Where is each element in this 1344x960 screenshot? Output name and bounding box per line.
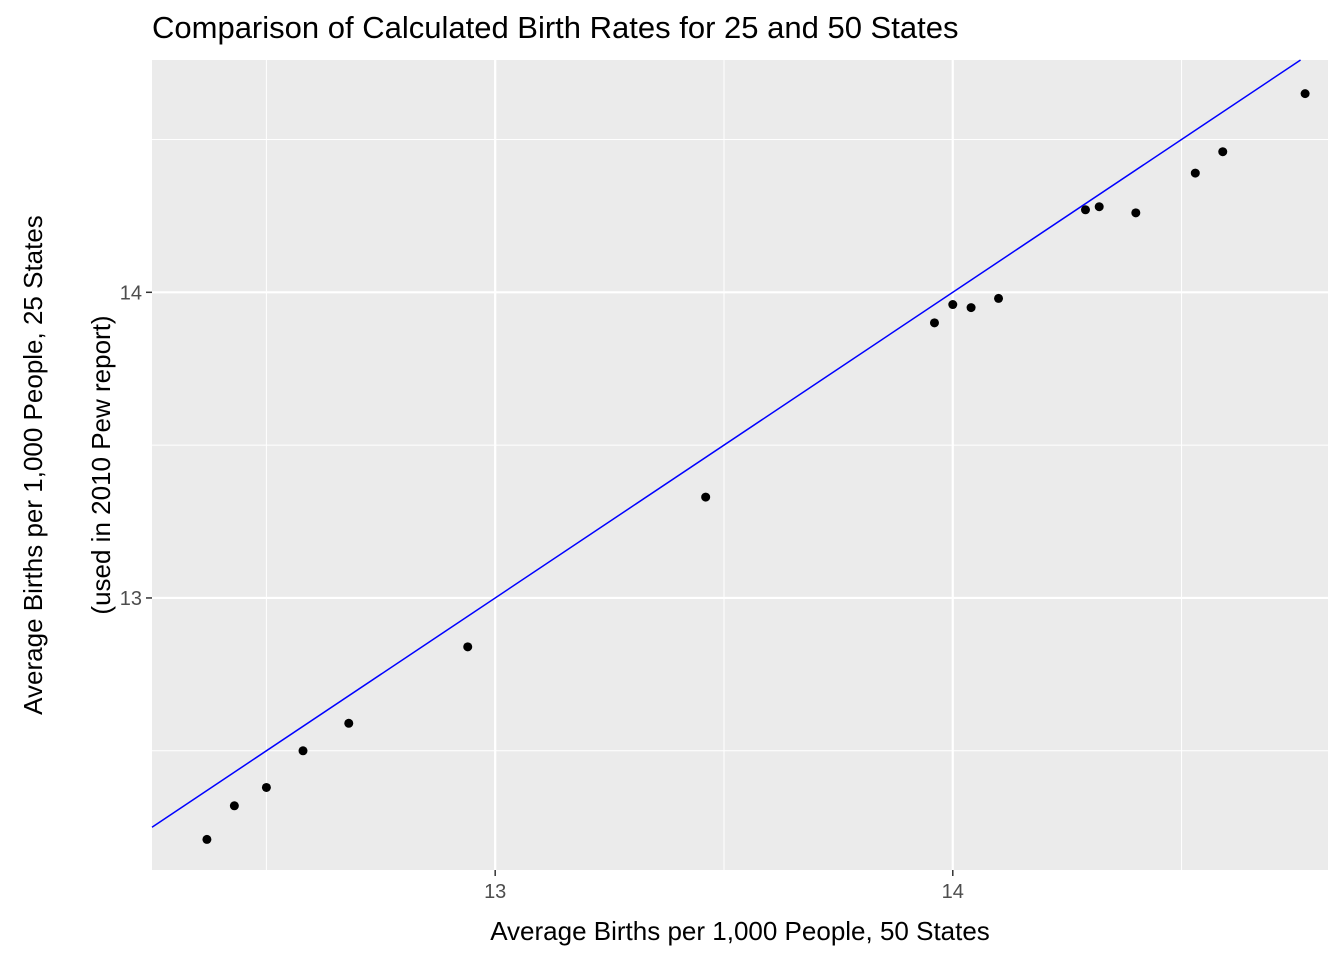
data-point — [1080, 205, 1090, 215]
data-point — [1131, 208, 1141, 218]
tick-labels: 13 14 13 14 — [120, 282, 964, 903]
major-gridlines — [152, 60, 1328, 870]
data-point — [298, 746, 308, 756]
data-point — [202, 834, 212, 844]
y-tick-label: 13 — [120, 588, 142, 610]
data-point — [344, 718, 354, 728]
data-point — [1094, 202, 1104, 212]
data-point — [1218, 147, 1228, 157]
data-point — [1190, 168, 1200, 178]
y-tick-label: 14 — [120, 282, 142, 304]
y-axis-title-line-2: (used in 2010 Pew report) — [86, 315, 116, 614]
chart-title: Comparison of Calculated Birth Rates for… — [152, 10, 959, 45]
data-point — [1300, 89, 1310, 99]
data-point — [929, 318, 939, 328]
reference-line — [151, 59, 1301, 828]
data-point — [948, 300, 958, 310]
data-point — [229, 801, 239, 811]
axis-ticks — [146, 291, 954, 876]
plot-panel — [152, 60, 1328, 870]
x-tick-label: 13 — [484, 881, 506, 903]
data-point — [701, 492, 711, 502]
x-tick-label: 14 — [942, 881, 964, 903]
x-axis-title: Average Births per 1,000 People, 50 Stat… — [490, 916, 990, 946]
y-axis-title-line-1: Average Births per 1,000 People, 25 Stat… — [18, 215, 48, 715]
minor-gridlines — [152, 60, 1328, 870]
data-point — [463, 642, 473, 652]
data-point — [261, 782, 271, 792]
data-point — [994, 293, 1004, 303]
reference-line-group — [151, 59, 1301, 828]
data-point — [966, 303, 976, 313]
data-points — [202, 89, 1310, 844]
